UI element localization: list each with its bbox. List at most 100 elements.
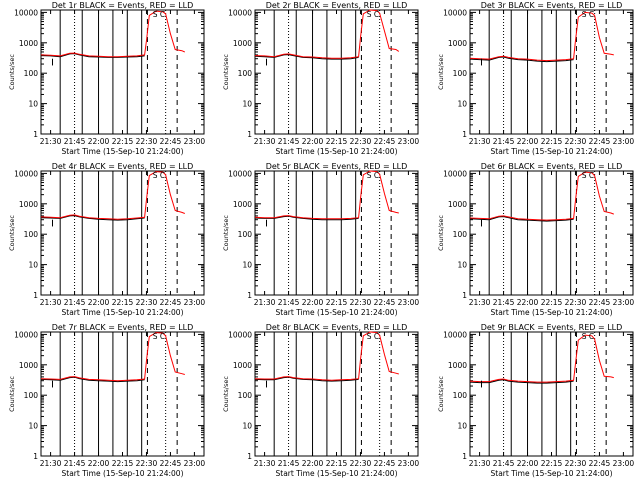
y-tick-label: 1000 <box>19 361 38 370</box>
detector-panel-8: Det 8r BLACK = Events, RED = LLD 21:30 21:… <box>222 323 419 478</box>
x-tick-label: 21:45 <box>64 298 86 307</box>
plot-frame <box>469 331 634 457</box>
plot-frame <box>469 9 634 135</box>
y-tick-label: 10 <box>28 100 38 109</box>
y-axis-label: Counts/sec <box>222 376 230 412</box>
x-tick-label: 22:45 <box>589 298 611 307</box>
x-axis-label: Start Time (15-Sep-10 21:24:00) <box>491 308 613 317</box>
y-tick-label: 10 <box>28 261 38 270</box>
x-tick-label: 21:30 <box>254 298 276 307</box>
y-tick-label: 10000 <box>14 330 38 339</box>
y-tick-label: 10 <box>457 422 467 431</box>
panel-title: Det 5r BLACK = Events, RED = LLD <box>266 162 408 171</box>
y-tick-label: 100 <box>453 230 468 239</box>
y-tick-label: 1 <box>247 130 252 139</box>
x-tick-label: 22:15 <box>541 459 563 468</box>
x-tick-label: 22:45 <box>160 137 182 146</box>
lld-series-line <box>469 171 614 221</box>
x-axis-label: Start Time (15-Sep-10 21:24:00) <box>62 147 184 156</box>
x-tick-label: 23:00 <box>613 137 635 146</box>
panel-title: Det 1r BLACK = Events, RED = LLD <box>52 1 194 10</box>
panel-title: Det 2r BLACK = Events, RED = LLD <box>266 1 408 10</box>
annotation-label: S C <box>582 171 594 180</box>
y-tick-label: 10 <box>242 422 252 431</box>
y-tick-label: 1000 <box>233 200 252 209</box>
y-axis-label: Counts/sec <box>437 54 445 90</box>
y-tick-label: 1 <box>33 291 38 300</box>
y-tick-label: 10 <box>28 422 38 431</box>
x-tick-label: 23:00 <box>398 298 420 307</box>
lld-series-line <box>40 10 186 58</box>
y-tick-label: 10 <box>242 100 252 109</box>
x-tick-label: 23:00 <box>398 459 420 468</box>
x-tick-label: 22:45 <box>589 137 611 146</box>
panel-title: Det 8r BLACK = Events, RED = LLD <box>266 323 408 332</box>
panel-title: Det 9r BLACK = Events, RED = LLD <box>481 323 623 332</box>
x-tick-label: 22:15 <box>541 298 563 307</box>
x-tick-label: 21:45 <box>493 137 515 146</box>
plot-frame <box>40 331 205 457</box>
detector-panel-6: Det 6r BLACK = Events, RED = LLD 21:30 21:… <box>437 162 634 317</box>
x-tick-label: 22:30 <box>565 137 587 146</box>
x-tick-label: 21:45 <box>64 459 86 468</box>
x-tick-label: 22:00 <box>517 459 539 468</box>
x-tick-label: 22:45 <box>374 137 396 146</box>
detector-panel-3: Det 3r BLACK = Events, RED = LLD 21:30 21:… <box>437 1 634 156</box>
x-tick-label: 23:00 <box>613 298 635 307</box>
detector-panel-9: Det 9r BLACK = Events, RED = LLD 21:30 21:… <box>437 323 634 478</box>
x-tick-label: 22:45 <box>374 298 396 307</box>
lld-series-line <box>254 9 400 59</box>
x-tick-label: 21:45 <box>278 459 300 468</box>
y-tick-label: 10000 <box>14 8 38 17</box>
y-tick-label: 100 <box>238 69 253 78</box>
y-tick-label: 10000 <box>443 8 467 17</box>
y-tick-label: 1 <box>462 130 467 139</box>
annotation-label: S C <box>582 332 594 341</box>
y-tick-label: 100 <box>24 230 39 239</box>
x-tick-label: 22:45 <box>374 459 396 468</box>
y-tick-label: 1000 <box>233 39 252 48</box>
x-tick-label: 23:00 <box>398 137 420 146</box>
y-tick-label: 10000 <box>228 169 252 178</box>
y-tick-label: 100 <box>238 391 253 400</box>
x-tick-label: 23:00 <box>184 298 206 307</box>
detector-panel-1: Det 1r BLACK = Events, RED = LLD 21:30 21:… <box>8 1 205 156</box>
x-axis-label: Start Time (15-Sep-10 21:24:00) <box>276 308 398 317</box>
events-series-line <box>254 54 359 60</box>
events-series-line <box>254 376 359 382</box>
lld-series-line <box>469 11 614 62</box>
x-tick-label: 22:30 <box>136 298 158 307</box>
x-tick-label: 22:45 <box>160 459 182 468</box>
x-tick-label: 22:30 <box>565 298 587 307</box>
x-axis-label: Start Time (15-Sep-10 21:24:00) <box>276 469 398 478</box>
x-tick-label: 23:00 <box>184 459 206 468</box>
x-tick-label: 22:45 <box>589 459 611 468</box>
y-axis-label: Counts/sec <box>437 376 445 412</box>
panel-title: Det 6r BLACK = Events, RED = LLD <box>481 162 623 171</box>
x-tick-label: 21:30 <box>469 137 491 146</box>
annotation-label: S C <box>153 332 165 341</box>
x-tick-label: 22:00 <box>88 137 110 146</box>
lld-series-line <box>40 332 185 382</box>
x-tick-label: 21:45 <box>278 137 300 146</box>
x-tick-label: 23:00 <box>184 137 206 146</box>
x-tick-label: 22:30 <box>350 298 372 307</box>
y-tick-label: 1000 <box>448 200 467 209</box>
x-tick-label: 22:00 <box>517 298 539 307</box>
annotation-label: S C <box>367 332 379 341</box>
panel-title: Det 7r BLACK = Events, RED = LLD <box>52 323 194 332</box>
events-series-line <box>254 215 359 221</box>
plot-frame <box>254 331 419 457</box>
panel-title: Det 3r BLACK = Events, RED = LLD <box>481 1 623 10</box>
annotation-label: S C <box>367 10 379 19</box>
x-tick-label: 22:15 <box>541 137 563 146</box>
x-axis-label: Start Time (15-Sep-10 21:24:00) <box>62 308 184 317</box>
y-axis-label: Counts/sec <box>8 54 16 90</box>
x-tick-label: 21:30 <box>254 459 276 468</box>
x-tick-label: 22:30 <box>350 459 372 468</box>
x-tick-label: 22:00 <box>302 459 324 468</box>
plot-frame <box>254 9 419 135</box>
y-tick-label: 1 <box>247 291 252 300</box>
plot-frame <box>254 170 419 296</box>
